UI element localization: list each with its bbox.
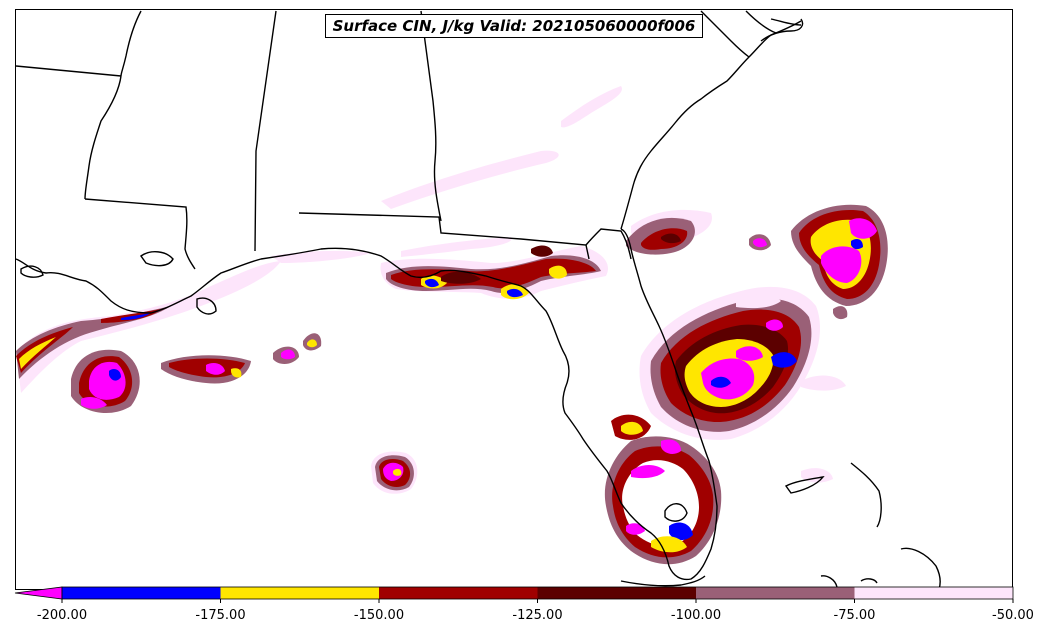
colorbar-tick-label: -150.00 [353, 608, 405, 623]
colorbar-tick-label: -75.00 [833, 608, 876, 623]
colorbar-under-extend [14, 586, 63, 600]
cin-map [16, 10, 941, 589]
colorbar-tick-label: -125.00 [512, 608, 563, 623]
colorbar-tick-label: -175.00 [195, 608, 246, 623]
coastlines [16, 10, 941, 589]
colorbar-bin-4 [696, 587, 855, 599]
colorbar-tick-label: -50.00 [992, 608, 1034, 623]
colorbar [14, 586, 1014, 603]
colorbar-tick-label: -100.00 [670, 608, 722, 623]
cin-region-gulf-west [16, 261, 281, 393]
map-panel [15, 9, 1013, 590]
colorbar-tick-label: -200.00 [36, 608, 88, 623]
map-title: Surface CIN, J/kg Valid: 202105060000f00… [325, 14, 703, 38]
colorbar-bin-5 [854, 587, 1013, 599]
colorbar-bin-0 [62, 587, 221, 599]
colorbar-bin-2 [379, 587, 538, 599]
cin-field [16, 86, 888, 565]
colorbar-bin-3 [537, 587, 696, 599]
colorbar-bin-1 [220, 587, 379, 599]
